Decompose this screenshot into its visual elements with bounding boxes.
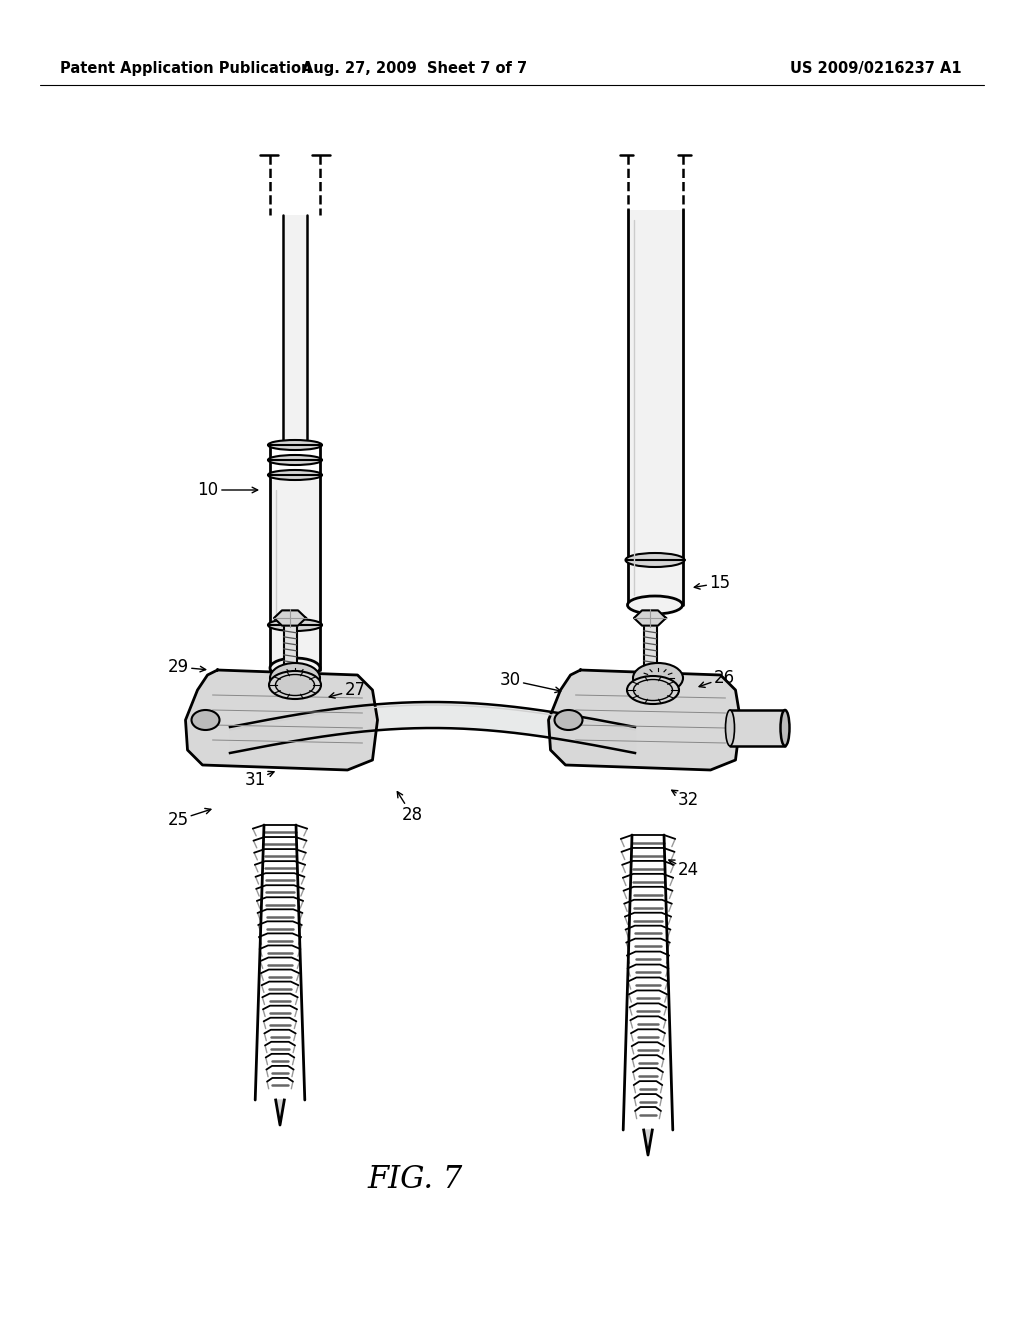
- Ellipse shape: [780, 710, 790, 746]
- Ellipse shape: [269, 671, 321, 700]
- Bar: [283, 215, 307, 440]
- Text: 25: 25: [168, 810, 188, 829]
- Text: 31: 31: [245, 771, 265, 789]
- Bar: [643, 627, 656, 677]
- Ellipse shape: [268, 440, 322, 450]
- Text: 10: 10: [198, 480, 218, 499]
- Ellipse shape: [268, 455, 322, 465]
- Ellipse shape: [555, 710, 583, 730]
- Ellipse shape: [270, 663, 319, 693]
- Ellipse shape: [284, 673, 297, 680]
- Text: 26: 26: [714, 669, 734, 686]
- Ellipse shape: [634, 680, 673, 701]
- Text: Aug. 27, 2009  Sheet 7 of 7: Aug. 27, 2009 Sheet 7 of 7: [302, 61, 527, 75]
- Polygon shape: [275, 1100, 285, 1125]
- Ellipse shape: [628, 597, 683, 614]
- Bar: [730, 710, 785, 746]
- Polygon shape: [549, 671, 740, 770]
- Text: FIG. 7: FIG. 7: [368, 1164, 463, 1196]
- Ellipse shape: [626, 553, 684, 568]
- Text: Patent Application Publication: Patent Application Publication: [60, 61, 311, 75]
- Text: 27: 27: [344, 681, 366, 700]
- Text: 29: 29: [168, 657, 188, 676]
- Text: 15: 15: [710, 574, 730, 591]
- Text: 32: 32: [677, 791, 698, 809]
- Polygon shape: [185, 671, 378, 770]
- Ellipse shape: [268, 619, 322, 631]
- Ellipse shape: [627, 676, 679, 704]
- Bar: [270, 480, 319, 671]
- Polygon shape: [274, 610, 306, 626]
- Bar: [628, 210, 683, 605]
- Ellipse shape: [643, 673, 656, 680]
- Bar: [284, 627, 297, 677]
- Ellipse shape: [270, 657, 319, 678]
- Ellipse shape: [725, 710, 734, 746]
- Text: 24: 24: [678, 861, 698, 879]
- Text: 30: 30: [500, 671, 520, 689]
- Ellipse shape: [191, 710, 219, 730]
- Text: 28: 28: [401, 807, 423, 824]
- Ellipse shape: [275, 675, 314, 696]
- Polygon shape: [644, 1130, 652, 1155]
- Ellipse shape: [633, 663, 683, 693]
- Text: US 2009/0216237 A1: US 2009/0216237 A1: [790, 61, 962, 75]
- Ellipse shape: [268, 470, 322, 480]
- Polygon shape: [634, 610, 666, 626]
